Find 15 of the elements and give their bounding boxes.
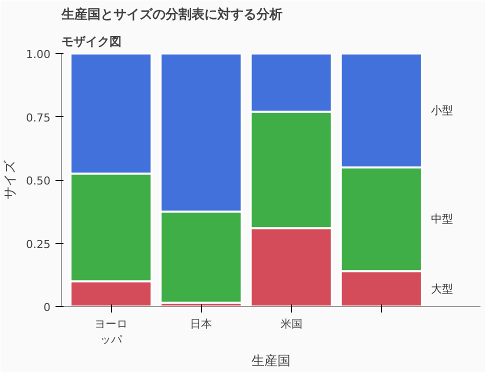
x-axis-title: 生産国 <box>252 353 290 370</box>
series-label: 大型 <box>430 282 453 296</box>
series-label: 小型 <box>430 104 453 117</box>
y-tick-label: 0.75 <box>26 111 51 124</box>
y-tick-label: 0.25 <box>26 238 51 251</box>
series-label: 中型 <box>430 212 453 226</box>
chart-subtitle: モザイク図 <box>62 34 122 48</box>
chart-title: 生産国とサイズの分割表に対する分析 <box>60 6 282 22</box>
x-tick-label: ヨーロッパ <box>94 318 128 346</box>
x-tick-label: 日本 <box>190 318 212 330</box>
y-axis-title: サイズ <box>3 160 18 200</box>
y-tick-label: 1.00 <box>26 48 51 61</box>
y-tick-label: 0 <box>44 301 50 314</box>
y-tick-label: 0.50 <box>26 174 51 188</box>
x-tick-label: 米国 <box>280 318 302 330</box>
